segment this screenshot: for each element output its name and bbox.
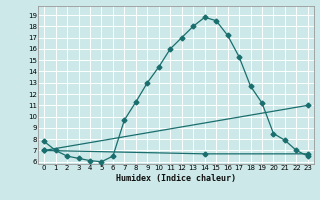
X-axis label: Humidex (Indice chaleur): Humidex (Indice chaleur) [116, 174, 236, 183]
